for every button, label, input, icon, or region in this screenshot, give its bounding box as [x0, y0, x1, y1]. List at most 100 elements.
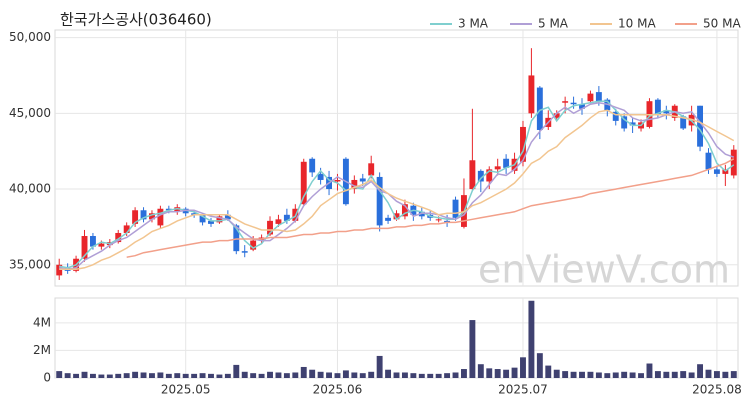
candle-body: [621, 116, 628, 129]
volume-bar: [292, 372, 299, 378]
volume-bar: [385, 369, 392, 378]
volume-bar: [132, 371, 139, 378]
volume-bar: [149, 373, 155, 378]
candle-body: [275, 219, 282, 224]
volume-bar: [663, 371, 670, 378]
volume-bar: [444, 373, 451, 378]
volume-bar: [427, 373, 434, 378]
volume-bar: [208, 373, 214, 378]
ma-line: [59, 100, 735, 269]
volume-bar: [486, 368, 493, 378]
y-tick-label: 4M: [33, 315, 51, 329]
volume-bar: [115, 373, 122, 378]
volume-bar: [174, 373, 181, 378]
candle-body: [486, 169, 493, 182]
volume-bar: [528, 300, 535, 378]
candle-body: [309, 158, 316, 173]
volume-bar: [654, 371, 661, 378]
candle-body: [663, 110, 670, 114]
volume-bar: [410, 373, 417, 378]
legend-label: 10 MA: [618, 17, 656, 31]
x-tick-label: 2025.08: [692, 383, 742, 397]
volume-bar: [646, 363, 653, 378]
volume-bar: [64, 373, 71, 378]
volume-bar: [267, 371, 273, 378]
volume-bar: [722, 371, 729, 378]
volume-bar: [182, 373, 189, 378]
volume-bar: [81, 371, 88, 378]
candle-body: [494, 166, 501, 170]
volume-bar: [401, 372, 408, 378]
price-frame: [54, 29, 739, 287]
legend-item: 3 MA: [430, 17, 489, 31]
candle-body: [579, 104, 585, 109]
volume-bar: [241, 371, 248, 378]
x-tick-label: 2025.05: [161, 383, 211, 397]
candle-body: [503, 158, 510, 168]
legend-label: 3 MA: [458, 17, 489, 31]
volume-bar: [705, 369, 712, 378]
volume-bar: [106, 374, 113, 378]
candle-body: [132, 210, 139, 224]
volume-bar: [553, 369, 560, 378]
candle-body: [241, 251, 248, 253]
candle-body: [115, 232, 122, 243]
legend-label: 50 MA: [703, 17, 741, 31]
volume-bar: [452, 372, 459, 378]
chart-title: 한국가스공사(036460): [60, 11, 212, 29]
candle-body: [587, 93, 594, 102]
legend-item: 5 MA: [510, 17, 569, 31]
ma-line: [59, 109, 735, 271]
candle-body: [300, 161, 307, 205]
y-tick-label: 0: [43, 371, 51, 385]
candle-body: [435, 219, 442, 221]
volume-bar: [595, 372, 602, 378]
candle-body: [267, 220, 273, 235]
volume-bar: [680, 371, 687, 378]
candle-body: [562, 101, 569, 103]
candle-body: [570, 102, 577, 105]
candle-body: [334, 179, 341, 182]
volume-bar: [283, 373, 290, 378]
candle-body: [224, 214, 231, 220]
volume-bar: [612, 372, 619, 378]
x-tick-label: 2025.06: [313, 383, 363, 397]
candle-body: [199, 214, 206, 223]
candle-body: [452, 199, 459, 218]
candle-body: [351, 179, 358, 190]
volume-bar: [351, 372, 358, 378]
volume-bar: [638, 373, 644, 378]
volume-frame: [54, 297, 739, 379]
volume-bar: [730, 371, 737, 378]
volume-bar: [73, 373, 80, 378]
volume-bar: [570, 371, 577, 378]
volume-bar: [579, 371, 585, 378]
candle-body: [191, 213, 198, 215]
volume-bar: [165, 373, 172, 378]
candle-body: [174, 207, 181, 212]
volume-bar: [536, 353, 543, 378]
volume-bar: [503, 369, 510, 378]
candle-body: [56, 264, 63, 276]
candle-body: [98, 243, 105, 247]
volume-bar: [250, 373, 257, 378]
candle-body: [713, 169, 720, 174]
legend-item: 10 MA: [590, 17, 656, 31]
volume-bar: [469, 320, 476, 378]
candle-body: [368, 163, 375, 176]
volume-bar: [309, 369, 316, 378]
candle-body: [376, 176, 383, 226]
volume-bar: [461, 369, 467, 378]
volume-bar: [393, 372, 400, 378]
ma-line: [59, 101, 735, 271]
volume-bar: [334, 373, 341, 378]
volume-bar: [191, 373, 198, 378]
volume-bar: [123, 373, 130, 378]
volume-bar: [157, 372, 164, 378]
x-tick-label: 2025.07: [498, 383, 548, 397]
candle-body: [705, 152, 712, 170]
candle-body: [536, 87, 543, 130]
volume-bar: [477, 364, 484, 378]
volume-bar: [697, 364, 704, 378]
